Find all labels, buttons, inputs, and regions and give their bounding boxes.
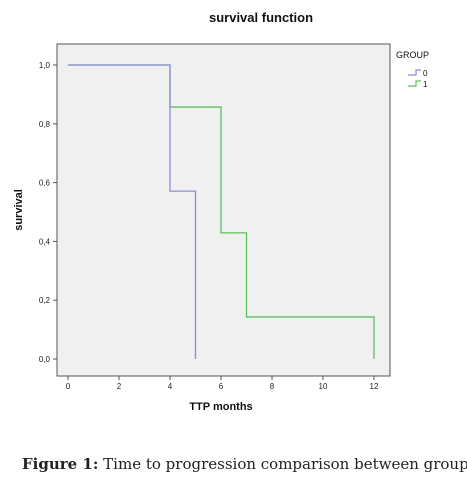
series-line-group-0 — [68, 64, 197, 359]
legend-label-group-0: 0 — [423, 69, 428, 78]
x-tick-label: 8 — [270, 382, 275, 391]
legend-swatch-group-0 — [408, 69, 421, 76]
plot-area — [56, 43, 391, 377]
x-tick-label: 12 — [370, 382, 379, 391]
x-tick-label: 0 — [66, 382, 71, 391]
caption-label: Figure 1: — [22, 455, 99, 473]
x-tick-label: 6 — [219, 382, 224, 391]
legend-label-group-1: 1 — [423, 80, 428, 89]
y-tick-label: 0,0 — [39, 355, 51, 364]
y-tick-label: 0,8 — [39, 120, 51, 129]
caption-text: Time to progression comparison between g… — [103, 455, 467, 473]
x-axis-label: TTP months — [189, 401, 252, 413]
chart-title: survival function — [209, 10, 313, 25]
y-tick-label: 0,6 — [39, 179, 51, 188]
x-tick-label: 4 — [168, 382, 173, 391]
survival-chart: survival function 0,0 0,2 0,4 0,6 0,8 1,0 0 2 4 6 8… — [13, 10, 429, 413]
legend-title: GROUP — [396, 50, 429, 60]
y-tick-label: 0,2 — [39, 296, 51, 305]
x-tick-label: 2 — [117, 382, 122, 391]
y-tick-label: 0,4 — [39, 237, 51, 246]
y-axis-label: survival — [13, 189, 25, 231]
y-tick-label: 1,0 — [39, 61, 51, 70]
figure-caption: Figure 1: Time to progression comparison… — [22, 455, 467, 473]
x-tick-label: 10 — [319, 382, 328, 391]
legend-swatch-group-1 — [408, 80, 421, 87]
